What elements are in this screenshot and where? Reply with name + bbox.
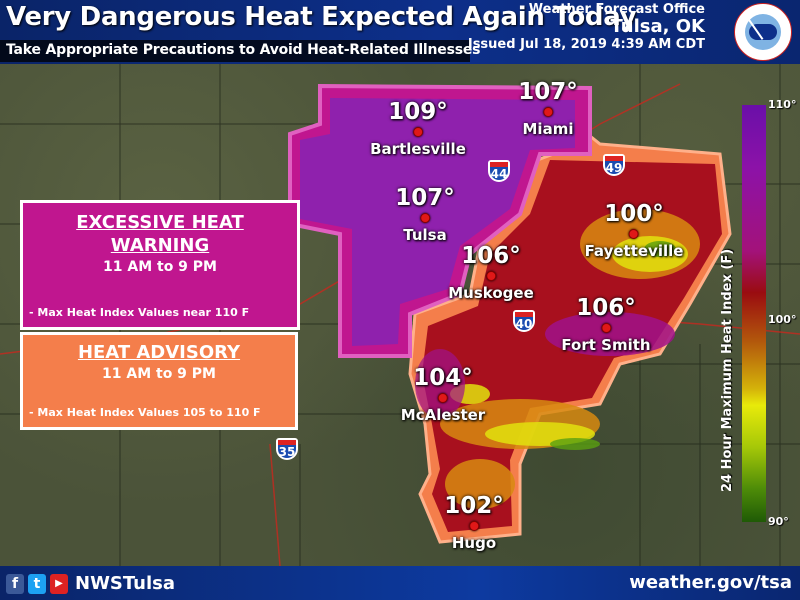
warning-time: 11 AM to 9 PM [103,259,217,275]
issued-time: Issued Jul 18, 2019 4:39 AM CDT [467,37,705,52]
city-name: Bartlesville [370,140,466,158]
city-dot-icon [413,127,423,137]
nws-logo-icon [734,3,792,61]
city-value: 107° [518,79,578,105]
city-dot-icon [486,271,496,281]
warning-title-line2: WARNING [110,235,210,256]
city-value: 104° [413,365,473,391]
city-marker-bartlesville: 109° Bartlesville [370,100,466,158]
city-dot-icon [468,521,479,531]
city-marker-muskogee: 106° Muskogee [448,244,534,302]
advisory-detail: - Max Heat Index Values 105 to 110 F [29,406,261,419]
page-title: Very Dangerous Heat Expected Again Today [6,2,637,32]
social-handle[interactable]: NWSTulsa [75,573,176,594]
city-value: 107° [395,185,455,211]
warning-detail: - Max Heat Index Values near 110 F [29,306,250,319]
city-value: 106° [576,295,636,321]
advisory-time: 11 AM to 9 PM [102,366,216,382]
highway-shield-i49: 49 [603,154,625,176]
city-name: Muskogee [448,284,534,302]
twitter-icon[interactable]: t [28,573,46,594]
highway-shield-i40: 40 [513,310,535,332]
city-name: Hugo [451,534,497,552]
excessive-heat-warning-box: EXCESSIVE HEAT WARNING 11 AM to 9 PM - M… [20,200,300,330]
city-name: Fort Smith [561,336,651,354]
office-city: Tulsa, OK [610,16,706,37]
header-banner: Very Dangerous Heat Expected Again Today… [0,0,800,64]
legend-tick-110: 110° [768,98,797,111]
website-link[interactable]: weather.gov/tsa [629,572,792,593]
city-dot-icon [600,323,611,333]
facebook-icon[interactable]: f [6,573,24,594]
legend-tick-100: 100° [768,313,797,326]
highway-shield-i44: 44 [488,160,510,182]
heat-region-overlay [0,64,800,566]
youtube-icon[interactable]: ▶ [50,573,68,594]
city-marker-tulsa: 107° Tulsa [395,186,455,244]
city-dot-icon [419,213,430,223]
footer-banner: f t ▶ NWSTulsa weather.gov/tsa [0,566,800,600]
city-dot-icon [629,229,639,239]
city-dot-icon [542,107,553,117]
office-info: Weather Forecast Office Tulsa, OK Issued… [468,2,705,52]
warning-title-line1: EXCESSIVE HEAT [76,212,244,233]
city-marker-mcalester: 104° McAlester [401,366,485,424]
city-value: 100° [604,201,664,227]
city-marker-fayetteville: 100° Fayetteville [585,202,684,260]
city-value: 106° [461,243,521,269]
subtitle-bar [0,40,470,62]
city-marker-fort-smith: 106° Fort Smith [561,296,650,354]
city-value: 102° [444,493,504,519]
city-marker-hugo: 102° Hugo [444,494,504,552]
legend-title: 24 Hour Maximum Heat Index (F) [720,248,735,492]
legend-tick-90: 90° [768,515,789,528]
city-name: Tulsa [403,226,447,244]
heat-advisory-box: HEAT ADVISORY 11 AM to 9 PM - Max Heat I… [20,332,298,430]
city-name: McAlester [400,406,486,424]
city-name: Miami [522,120,574,138]
city-value: 109° [388,99,448,125]
office-label: Weather Forecast Office [528,2,705,17]
advisory-title: HEAT ADVISORY [77,342,241,363]
city-dot-icon [437,393,448,403]
city-name: Fayetteville [584,242,684,260]
city-marker-miami: 107° Miami [518,80,578,138]
social-links: f t ▶ NWSTulsa [6,573,175,594]
page-subtitle: Take Appropriate Precautions to Avoid He… [6,42,481,58]
highway-shield-i35: 35 [276,438,298,460]
heat-index-color-scale [742,105,766,522]
